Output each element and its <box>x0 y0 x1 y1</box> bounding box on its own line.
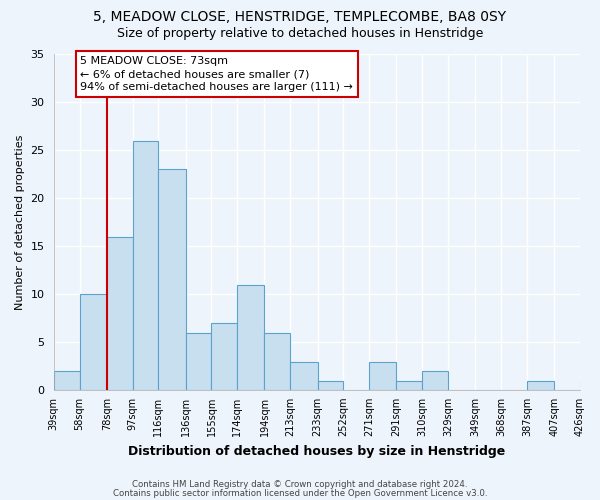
Bar <box>158 170 185 390</box>
Bar <box>211 323 237 390</box>
Bar <box>422 371 448 390</box>
Text: 5 MEADOW CLOSE: 73sqm
← 6% of detached houses are smaller (7)
94% of semi-detach: 5 MEADOW CLOSE: 73sqm ← 6% of detached h… <box>80 56 353 92</box>
Bar <box>580 381 600 390</box>
Text: 5, MEADOW CLOSE, HENSTRIDGE, TEMPLECOMBE, BA8 0SY: 5, MEADOW CLOSE, HENSTRIDGE, TEMPLECOMBE… <box>94 10 506 24</box>
Bar <box>54 371 80 390</box>
Bar <box>397 381 422 390</box>
Bar <box>133 140 158 390</box>
Bar <box>107 236 133 390</box>
Y-axis label: Number of detached properties: Number of detached properties <box>15 134 25 310</box>
Bar <box>185 332 211 390</box>
Bar <box>265 332 290 390</box>
Bar <box>527 381 554 390</box>
Bar <box>317 381 343 390</box>
Bar <box>290 362 317 390</box>
Text: Contains HM Land Registry data © Crown copyright and database right 2024.: Contains HM Land Registry data © Crown c… <box>132 480 468 489</box>
Text: Contains public sector information licensed under the Open Government Licence v3: Contains public sector information licen… <box>113 490 487 498</box>
Bar <box>237 284 265 391</box>
Bar <box>369 362 397 390</box>
Text: Size of property relative to detached houses in Henstridge: Size of property relative to detached ho… <box>117 28 483 40</box>
X-axis label: Distribution of detached houses by size in Henstridge: Distribution of detached houses by size … <box>128 444 505 458</box>
Bar <box>80 294 107 390</box>
